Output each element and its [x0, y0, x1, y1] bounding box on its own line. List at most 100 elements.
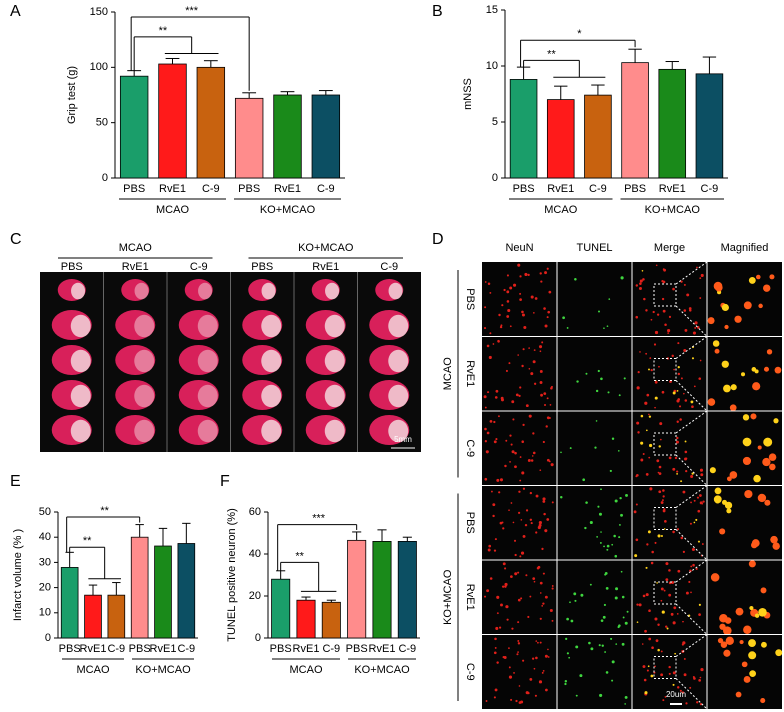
cell-dot: [721, 360, 729, 368]
cell-dot: [539, 469, 542, 472]
cell-dot: [654, 330, 659, 335]
cell-dot: [685, 457, 688, 460]
cell-dot: [734, 315, 742, 323]
cell-dot: [642, 594, 646, 598]
cell-dot: [763, 284, 771, 292]
cell-dot: [522, 487, 526, 490]
x-tick-label: RvE1: [159, 183, 186, 195]
cell-dot: [601, 644, 604, 647]
cell-dot: [682, 641, 686, 645]
cell-dot: [603, 545, 605, 548]
cell-dot: [608, 298, 611, 300]
cell-dot: [539, 350, 542, 353]
cell-dot: [757, 445, 762, 450]
cell-dot: [723, 649, 731, 657]
cell-dot: [660, 534, 663, 538]
cell-dot: [645, 566, 648, 569]
cell-dot: [493, 440, 497, 444]
cell-dot: [648, 415, 652, 418]
cell-dot: [611, 660, 615, 664]
bar: [372, 541, 392, 639]
cell-dot: [560, 451, 562, 454]
cell-dot: [599, 693, 603, 697]
cell-dot: [620, 513, 623, 517]
cell-dot: [494, 637, 497, 641]
cell-dot: [489, 332, 492, 335]
cell-dot: [618, 523, 621, 526]
cell-dot: [602, 615, 606, 619]
cell-dot: [537, 565, 541, 569]
cell-dot: [484, 306, 487, 309]
cell-dot: [500, 324, 503, 327]
cell-dot: [696, 496, 700, 499]
cell-dot: [726, 508, 732, 514]
cell-dot: [749, 670, 757, 677]
cell-dot: [690, 501, 692, 504]
scale-bar-label: 20um: [666, 690, 686, 699]
cell-dot: [656, 459, 660, 463]
cell-dot: [742, 414, 750, 421]
cell-dot: [699, 468, 704, 472]
zoom-box: [653, 358, 677, 381]
cell-dot: [647, 530, 651, 534]
cell-dot: [758, 607, 767, 617]
cell-dot: [490, 490, 493, 493]
cell-dot: [673, 368, 675, 371]
infarct: [388, 314, 409, 338]
cell-dot: [658, 465, 662, 469]
bar: [130, 536, 149, 639]
cell-dot: [680, 536, 684, 540]
cell-dot: [509, 325, 512, 328]
infarct: [70, 384, 91, 408]
cell-dot: [550, 385, 553, 388]
cell-dot: [539, 380, 543, 384]
cell-dot: [690, 565, 693, 568]
cell-dot: [695, 518, 698, 521]
cell-dot: [676, 613, 679, 615]
y-tick-label: 50: [96, 117, 108, 129]
cell-dot: [522, 423, 525, 426]
cell-dot: [499, 325, 503, 329]
cell-dot: [640, 441, 644, 445]
cell-dot: [622, 616, 625, 619]
y-axis-label: mNSS: [462, 78, 474, 110]
cell-dot: [606, 548, 609, 551]
cell-dot: [626, 610, 629, 613]
cell-dot: [668, 665, 671, 669]
cell-dot: [508, 666, 511, 669]
cell-dot: [575, 694, 578, 697]
cell-dot: [514, 465, 517, 469]
cell-dot: [661, 610, 665, 614]
cell-dot: [648, 443, 653, 448]
cell-dot: [584, 526, 587, 530]
cell-dot: [763, 437, 773, 447]
cell-dot: [507, 308, 511, 313]
cell-dot: [621, 642, 625, 646]
cell-dot: [545, 688, 548, 692]
significance: **: [547, 48, 556, 60]
cell-dot: [566, 327, 569, 329]
group-label: KO+MCAO: [645, 204, 701, 216]
cell-dot: [755, 274, 761, 280]
cell-dot: [546, 267, 549, 270]
cell-dot: [520, 597, 523, 600]
x-tick-label: C-9: [398, 643, 416, 655]
cell-dot: [661, 297, 665, 301]
cell-dot: [574, 278, 577, 281]
infarct: [134, 282, 149, 300]
cell-dot: [691, 548, 695, 552]
cell-dot: [547, 648, 549, 651]
x-tick-label: C-9: [107, 643, 125, 655]
cell-dot: [527, 273, 530, 277]
infarct: [261, 384, 282, 408]
cell-dot: [707, 398, 716, 406]
cell-dot: [614, 499, 618, 503]
cell-dot: [643, 678, 647, 682]
cell-dot: [535, 494, 539, 498]
row-label: C-9: [464, 439, 476, 457]
cell-dot: [528, 414, 532, 418]
cell-dot: [667, 332, 670, 334]
cell-dot: [640, 414, 644, 418]
cell-dot: [488, 355, 492, 359]
cell-dot: [657, 648, 660, 652]
